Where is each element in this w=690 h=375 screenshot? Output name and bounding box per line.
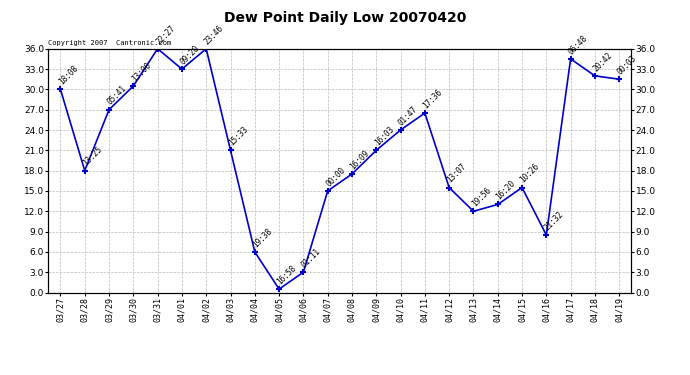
Text: 22:27: 22:27 <box>154 23 177 46</box>
Text: 13:00: 13:00 <box>130 60 152 83</box>
Text: 20:42: 20:42 <box>591 50 614 73</box>
Text: 23:46: 23:46 <box>203 23 226 46</box>
Text: 19:38: 19:38 <box>251 226 274 249</box>
Text: 05:41: 05:41 <box>106 84 128 107</box>
Text: 00:00: 00:00 <box>324 165 347 188</box>
Text: 16:03: 16:03 <box>373 125 395 147</box>
Text: 00:03: 00:03 <box>615 54 638 76</box>
Text: 18:08: 18:08 <box>57 64 79 87</box>
Text: 15:33: 15:33 <box>227 125 250 147</box>
Text: 13:07: 13:07 <box>446 162 469 185</box>
Text: Copyright 2007  Cantronic.com: Copyright 2007 Cantronic.com <box>48 40 172 46</box>
Text: 10:26: 10:26 <box>518 162 541 185</box>
Text: 06:48: 06:48 <box>567 33 590 56</box>
Text: 01:11: 01:11 <box>299 247 322 269</box>
Text: 21:32: 21:32 <box>543 210 565 232</box>
Text: 16:20: 16:20 <box>494 179 517 202</box>
Text: 13:25: 13:25 <box>81 145 104 168</box>
Text: 19:56: 19:56 <box>470 186 493 209</box>
Text: Dew Point Daily Low 20070420: Dew Point Daily Low 20070420 <box>224 11 466 25</box>
Text: 17:36: 17:36 <box>422 88 444 110</box>
Text: 16:09: 16:09 <box>348 148 371 171</box>
Text: 16:58: 16:58 <box>275 264 298 286</box>
Text: 01:47: 01:47 <box>397 105 420 127</box>
Text: 09:20: 09:20 <box>178 44 201 66</box>
